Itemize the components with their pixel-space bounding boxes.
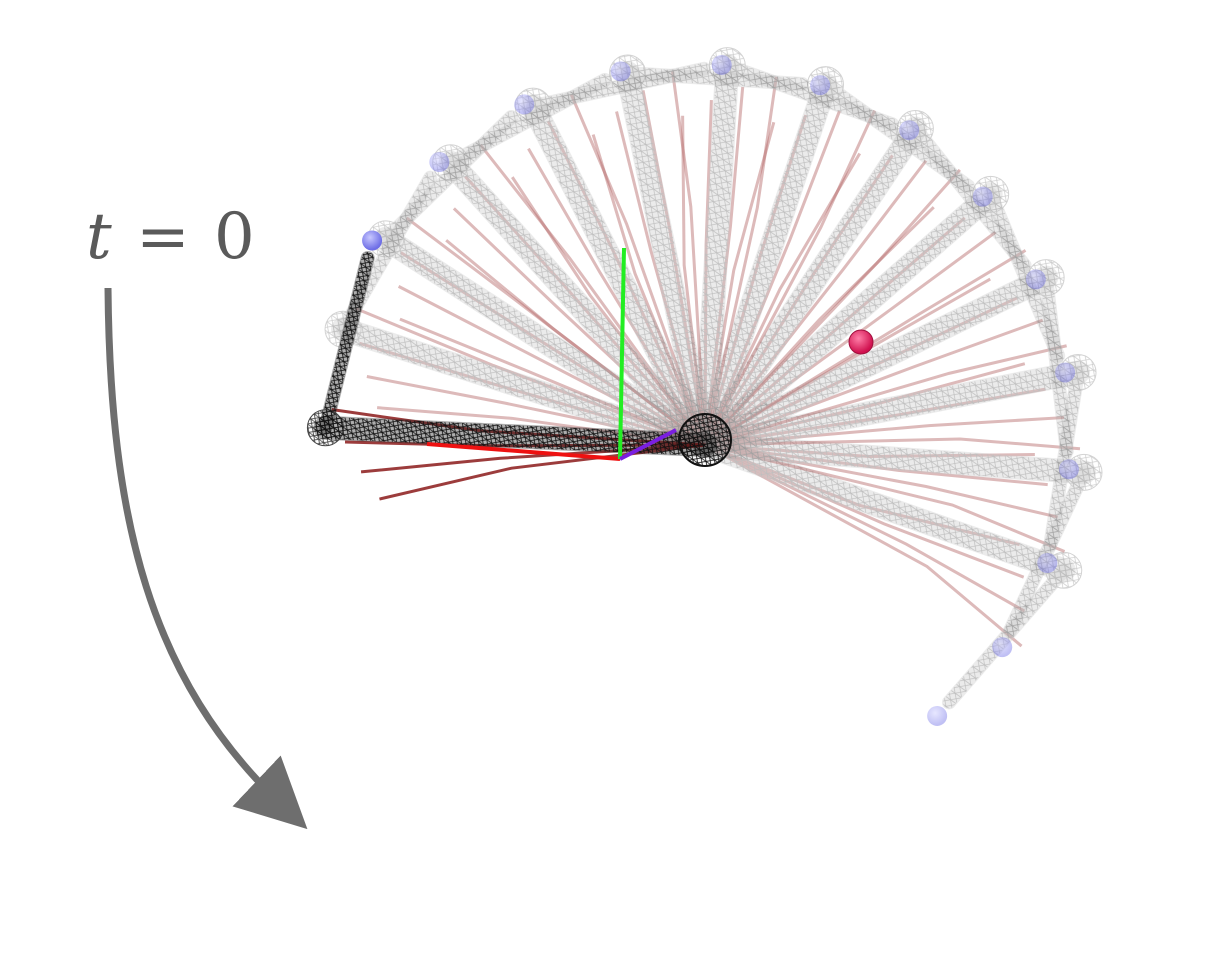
- limb-frame-ghost: [693, 110, 1046, 457]
- humerus-mesh: [314, 416, 716, 456]
- end-effector-marker: [810, 75, 831, 96]
- muscle-strand: [704, 437, 1081, 451]
- target-marker: [848, 329, 874, 355]
- end-effector-marker: [429, 152, 450, 173]
- humerus-mesh: [694, 434, 1096, 484]
- z-axis: [619, 428, 677, 461]
- end-effector-marker: [927, 705, 948, 726]
- end-effector-marker: [1037, 553, 1058, 574]
- humerus-mesh: [694, 117, 927, 456]
- coordinate-axes: [426, 247, 677, 461]
- y-axis: [618, 247, 626, 460]
- humerus-mesh: [694, 73, 837, 456]
- muscle-strand: [703, 109, 876, 446]
- humerus-mesh: [694, 54, 739, 456]
- limb-frame-ghost: [693, 433, 1103, 658]
- forearm-mesh: [1040, 271, 1073, 458]
- forearm-mesh: [942, 564, 1070, 709]
- forearm-mesh: [909, 122, 1031, 272]
- humerus-mesh: [694, 266, 1058, 456]
- limb-frame-ghost: [693, 175, 1076, 457]
- x-axis: [426, 442, 621, 461]
- end-effector-marker: [362, 230, 383, 251]
- muscle-strand: [704, 443, 1066, 553]
- time-annotation: t = 0: [86, 200, 257, 274]
- end-effector-marker: [711, 54, 732, 75]
- forearm-mesh: [319, 251, 374, 434]
- muscle-strand: [704, 249, 1027, 447]
- humerus-mesh: [694, 183, 1002, 456]
- muscle-strand: [704, 344, 1067, 447]
- time-variable: t: [86, 200, 114, 274]
- limb-active-frame: [306, 230, 732, 501]
- forearm-mesh: [984, 188, 1065, 362]
- end-effector-marker: [972, 186, 993, 207]
- muscle-strand: [703, 76, 778, 446]
- end-effector-marker: [1025, 269, 1046, 290]
- limb-frame-ghost: [693, 433, 1083, 726]
- end-effector-marker: [610, 61, 631, 82]
- end-effector-marker: [1058, 459, 1079, 480]
- forearm-mesh: [1044, 366, 1085, 552]
- elbow-joint: [306, 409, 344, 447]
- forearm-mesh: [1003, 466, 1091, 637]
- muscle-strand: [703, 168, 961, 447]
- humerus-mesh: [374, 227, 716, 456]
- end-effector-marker: [992, 637, 1013, 658]
- time-direction-arrow: [104, 287, 308, 830]
- humerus-mesh: [332, 318, 716, 456]
- time-relation: =: [136, 200, 192, 274]
- muscle-strand: [704, 443, 1023, 648]
- limb-frame-ghost: [693, 259, 1079, 480]
- limb-frame-ghost: [693, 353, 1097, 574]
- shoulder-joint: [678, 413, 732, 467]
- forearm-mesh: [819, 78, 975, 193]
- end-effector-marker: [899, 120, 920, 141]
- end-effector-marker: [1055, 362, 1076, 383]
- end-effector-marker: [514, 94, 535, 115]
- time-value: 0: [214, 200, 257, 274]
- humerus-mesh: [694, 434, 1075, 582]
- humerus-mesh: [694, 361, 1090, 456]
- muscle-strand: [671, 71, 707, 446]
- humerus-mesh: [616, 61, 716, 456]
- humerus-mesh: [522, 95, 716, 456]
- limb-frame-active: [306, 230, 717, 501]
- limb-ghost-frames: [324, 47, 1103, 726]
- humerus-mesh: [439, 151, 716, 456]
